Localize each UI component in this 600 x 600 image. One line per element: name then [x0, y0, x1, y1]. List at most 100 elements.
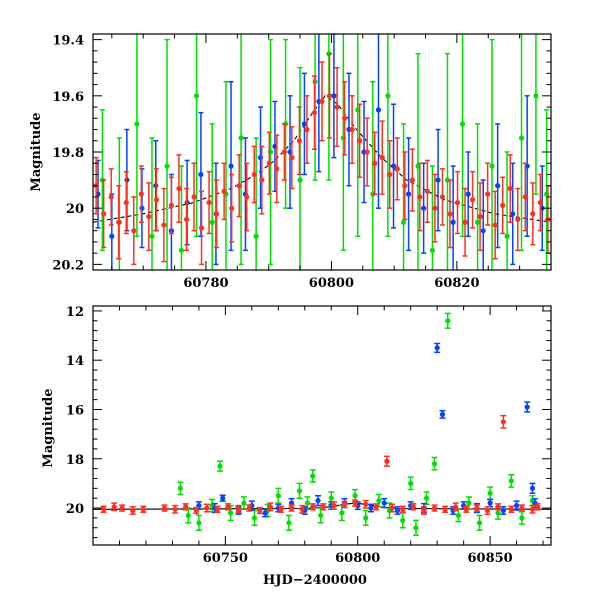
- data-point: [407, 476, 414, 491]
- data-marker: [500, 507, 506, 514]
- data-marker: [372, 160, 378, 166]
- data-marker: [236, 183, 242, 189]
- data-marker: [453, 504, 459, 510]
- data-marker: [376, 498, 382, 504]
- data-point: [444, 52, 451, 270]
- x-tick-label: 60850: [467, 551, 512, 566]
- y-tick-label: 20: [66, 202, 84, 217]
- data-marker: [220, 495, 226, 501]
- data-point: [530, 182, 536, 246]
- data-point: [489, 38, 495, 270]
- data-point: [383, 455, 390, 467]
- y-tick-label: 16: [66, 403, 84, 418]
- data-point: [515, 187, 521, 252]
- data-marker: [244, 194, 250, 200]
- data-point: [177, 481, 184, 496]
- data-point: [161, 187, 167, 263]
- data-point: [266, 131, 272, 195]
- data-marker: [328, 495, 334, 501]
- data-marker: [529, 485, 536, 491]
- data-marker: [198, 171, 204, 178]
- y-tick-label: 19.8: [52, 146, 84, 161]
- data-point: [420, 506, 427, 515]
- data-marker: [140, 506, 146, 512]
- data-marker: [431, 505, 438, 511]
- data-marker: [500, 419, 506, 425]
- data-point: [111, 502, 118, 512]
- data-marker: [301, 121, 308, 127]
- data-marker: [339, 510, 345, 516]
- data-point: [510, 162, 516, 266]
- data-point: [161, 504, 168, 512]
- data-point: [412, 519, 419, 536]
- data-point: [288, 504, 295, 512]
- data-point: [149, 137, 155, 270]
- data-marker: [432, 205, 438, 211]
- y-tick-label: 20: [66, 502, 84, 517]
- data-point: [131, 196, 137, 266]
- data-point: [513, 500, 520, 511]
- data-marker: [487, 500, 493, 506]
- data-marker: [508, 478, 514, 484]
- data-point: [439, 168, 446, 226]
- data-marker: [341, 115, 348, 121]
- data-marker: [508, 506, 514, 512]
- data-point: [537, 173, 543, 232]
- data-marker: [225, 504, 231, 510]
- data-marker: [387, 171, 393, 178]
- data-marker: [198, 225, 205, 231]
- data-marker: [487, 490, 493, 496]
- x-tick-label: 60800: [309, 276, 354, 291]
- data-point: [504, 151, 510, 270]
- data-point: [330, 501, 337, 511]
- plot-area: [93, 34, 551, 270]
- data-point: [172, 504, 179, 514]
- data-marker: [274, 166, 280, 172]
- data-marker: [363, 515, 369, 521]
- data-marker: [164, 163, 170, 169]
- data-marker: [191, 194, 197, 200]
- data-point: [372, 131, 378, 195]
- data-point: [500, 176, 506, 235]
- data-point: [447, 179, 453, 249]
- data-point: [146, 182, 152, 252]
- data-point: [435, 128, 441, 232]
- data-marker: [119, 505, 125, 511]
- data-marker: [176, 185, 182, 192]
- data-point: [341, 500, 348, 509]
- data-marker: [257, 507, 263, 514]
- data-point: [153, 168, 159, 232]
- data-point: [285, 514, 292, 531]
- data-marker: [373, 504, 379, 510]
- data-point: [454, 170, 461, 235]
- data-marker: [522, 194, 528, 200]
- data-point: [465, 151, 471, 238]
- bottom-x-axis-label: HJD−2400000: [263, 573, 367, 588]
- data-point: [304, 95, 310, 164]
- data-point: [495, 123, 501, 249]
- data-marker: [209, 219, 215, 225]
- data-marker: [352, 493, 358, 499]
- axes: 60750 60800 60850 12 14 16 18 20: [66, 305, 551, 566]
- data-point: [235, 504, 242, 514]
- data-point: [253, 137, 259, 270]
- data-point: [477, 182, 483, 252]
- data-marker: [434, 345, 440, 351]
- data-point: [309, 503, 316, 511]
- data-marker: [492, 222, 498, 228]
- data-point: [320, 503, 327, 511]
- data-marker: [466, 500, 472, 506]
- data-marker: [275, 493, 281, 499]
- data-point: [423, 491, 430, 506]
- y-tick-label: 14: [66, 354, 84, 369]
- data-marker: [469, 197, 476, 203]
- data-marker: [519, 505, 525, 511]
- data-marker: [384, 458, 390, 464]
- axes: 60780 60800 60820 19.4 19.6 19.8 20 20.2: [52, 34, 552, 291]
- data-marker: [480, 228, 486, 234]
- data-marker: [474, 505, 480, 511]
- data-marker: [193, 93, 200, 99]
- data-marker: [462, 219, 468, 225]
- data-point: [244, 162, 250, 232]
- y-tick-label: 18: [66, 453, 84, 468]
